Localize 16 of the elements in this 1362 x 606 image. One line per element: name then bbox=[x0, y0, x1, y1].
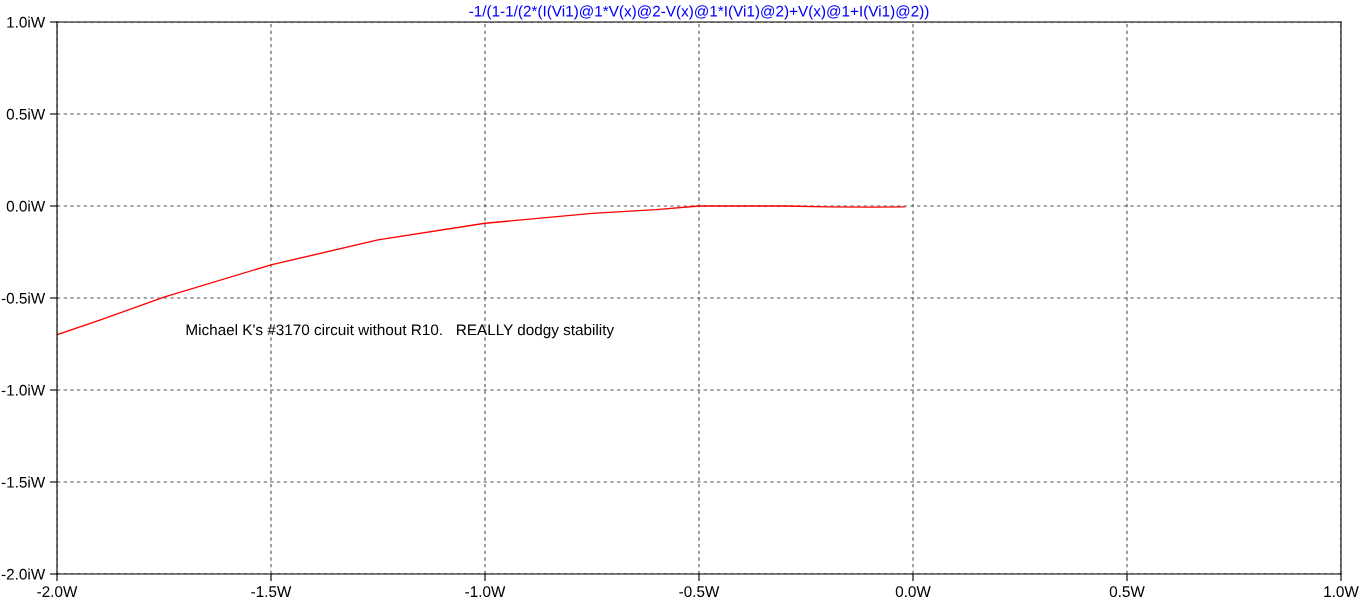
x-tick-label: -2.0W bbox=[37, 586, 78, 598]
y-tick-label: 0.5iW bbox=[6, 108, 46, 120]
y-tick-label: -1.5iW bbox=[1, 476, 46, 488]
y-tick-label: -0.5iW bbox=[1, 292, 46, 304]
x-tick-label: 0.5W bbox=[1109, 586, 1145, 598]
x-tick-label: 0.0W bbox=[895, 586, 931, 598]
y-tick-label: -1.0iW bbox=[1, 384, 46, 396]
x-tick-label: -1.5W bbox=[251, 586, 292, 598]
y-tick-label: -2.0iW bbox=[1, 568, 46, 580]
y-tick-label: 1.0iW bbox=[7, 16, 46, 28]
x-tick-label: -0.5W bbox=[679, 586, 720, 598]
y-tick-label: 0.0iW bbox=[6, 200, 46, 212]
x-tick-label: 1.0W bbox=[1324, 586, 1359, 598]
annotation: Michael K's #3170 circuit without R10. REALLY dodgy stability bbox=[186, 324, 615, 339]
x-tick-label: -1.0W bbox=[465, 586, 506, 598]
chart-title: -1/(1-1/(2*(I(Vi1)@1*V(x)@2-V(x)@1*I(Vi1)@2)+V(x)@1+I(Vi1)@2)) bbox=[469, 5, 929, 20]
